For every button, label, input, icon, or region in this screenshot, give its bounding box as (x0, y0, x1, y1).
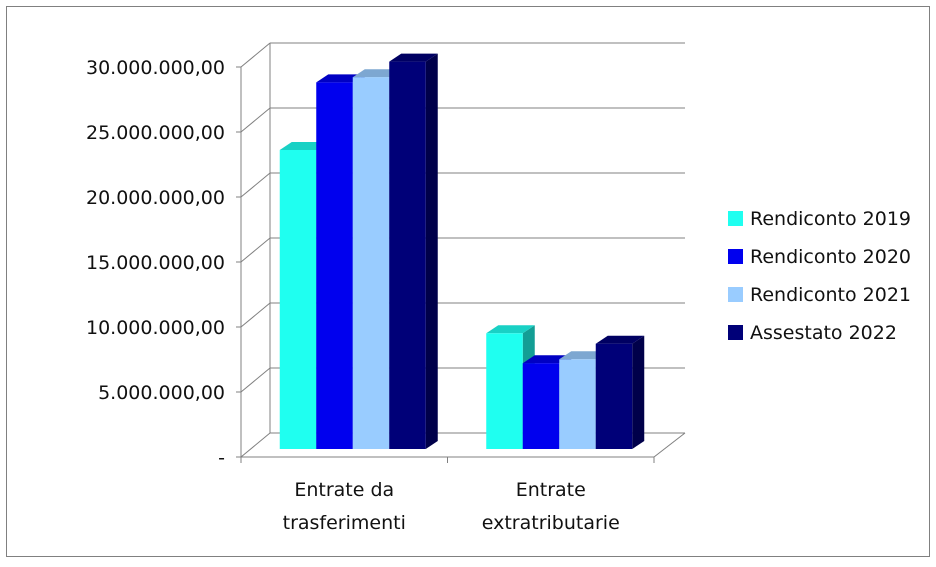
y-tick-label: 20.000.000,00 (86, 187, 225, 209)
y-tick-label: 30.000.000,00 (86, 57, 225, 79)
gridline-depth (240, 432, 271, 458)
legend-swatch (728, 287, 743, 302)
bar-side (632, 335, 645, 449)
bar-top (352, 69, 402, 78)
y-tick-label: - (218, 447, 225, 469)
y-tick-label: 10.000.000,00 (86, 317, 225, 339)
gridline-depth (240, 107, 271, 133)
bar (352, 77, 390, 449)
bar-top (316, 74, 365, 83)
bar-top (595, 335, 645, 344)
y-tick-label: 5.000.000,00 (98, 382, 225, 404)
legend-label: Rendiconto 2021 (750, 284, 911, 306)
bar-top (522, 355, 572, 364)
gridline-depth (240, 172, 271, 198)
x-axis-category-labels: Entrate da trasferimenti Entrate extratribu… (283, 479, 620, 534)
bar (559, 359, 596, 449)
legend-label: Rendiconto 2019 (750, 208, 911, 230)
x-category-label: extratributarie (482, 512, 620, 534)
x-category-label: Entrate (516, 479, 586, 501)
bar (389, 61, 426, 449)
bar (279, 150, 317, 449)
legend-label: Rendiconto 2020 (750, 246, 911, 268)
legend-label: Assestato 2022 (750, 322, 897, 344)
bar-top (486, 325, 535, 334)
x-category-label: trasferimenti (283, 512, 406, 534)
legend: Rendiconto 2019 Rendiconto 2020 Rendiconto… (728, 208, 911, 344)
floor-right-edge (653, 432, 686, 458)
bar (316, 82, 353, 450)
bar-top (389, 53, 438, 62)
gridline-depth (240, 367, 271, 393)
y-tick-label: 25.000.000,00 (86, 122, 225, 144)
x-category-label: Entrate da (294, 479, 394, 501)
gridline-depth (240, 302, 271, 328)
legend-swatch (728, 249, 743, 264)
legend-swatch (728, 211, 743, 226)
bars (279, 53, 645, 450)
gridline-depth (240, 42, 271, 68)
bar-top (279, 142, 329, 150)
y-axis-tick-labels: - 5.000.000,00 10.000.000,00 15.000.000,00 2… (86, 57, 225, 469)
bar (522, 363, 560, 449)
y-tick-label: 15.000.000,00 (86, 252, 225, 274)
chart-border (6, 6, 930, 557)
gridline-depth (240, 237, 271, 263)
bar-side (425, 53, 438, 449)
bar (486, 333, 523, 449)
bar-top (559, 351, 608, 360)
legend-swatch (728, 325, 743, 340)
axes (236, 66, 655, 463)
bar (595, 343, 633, 449)
